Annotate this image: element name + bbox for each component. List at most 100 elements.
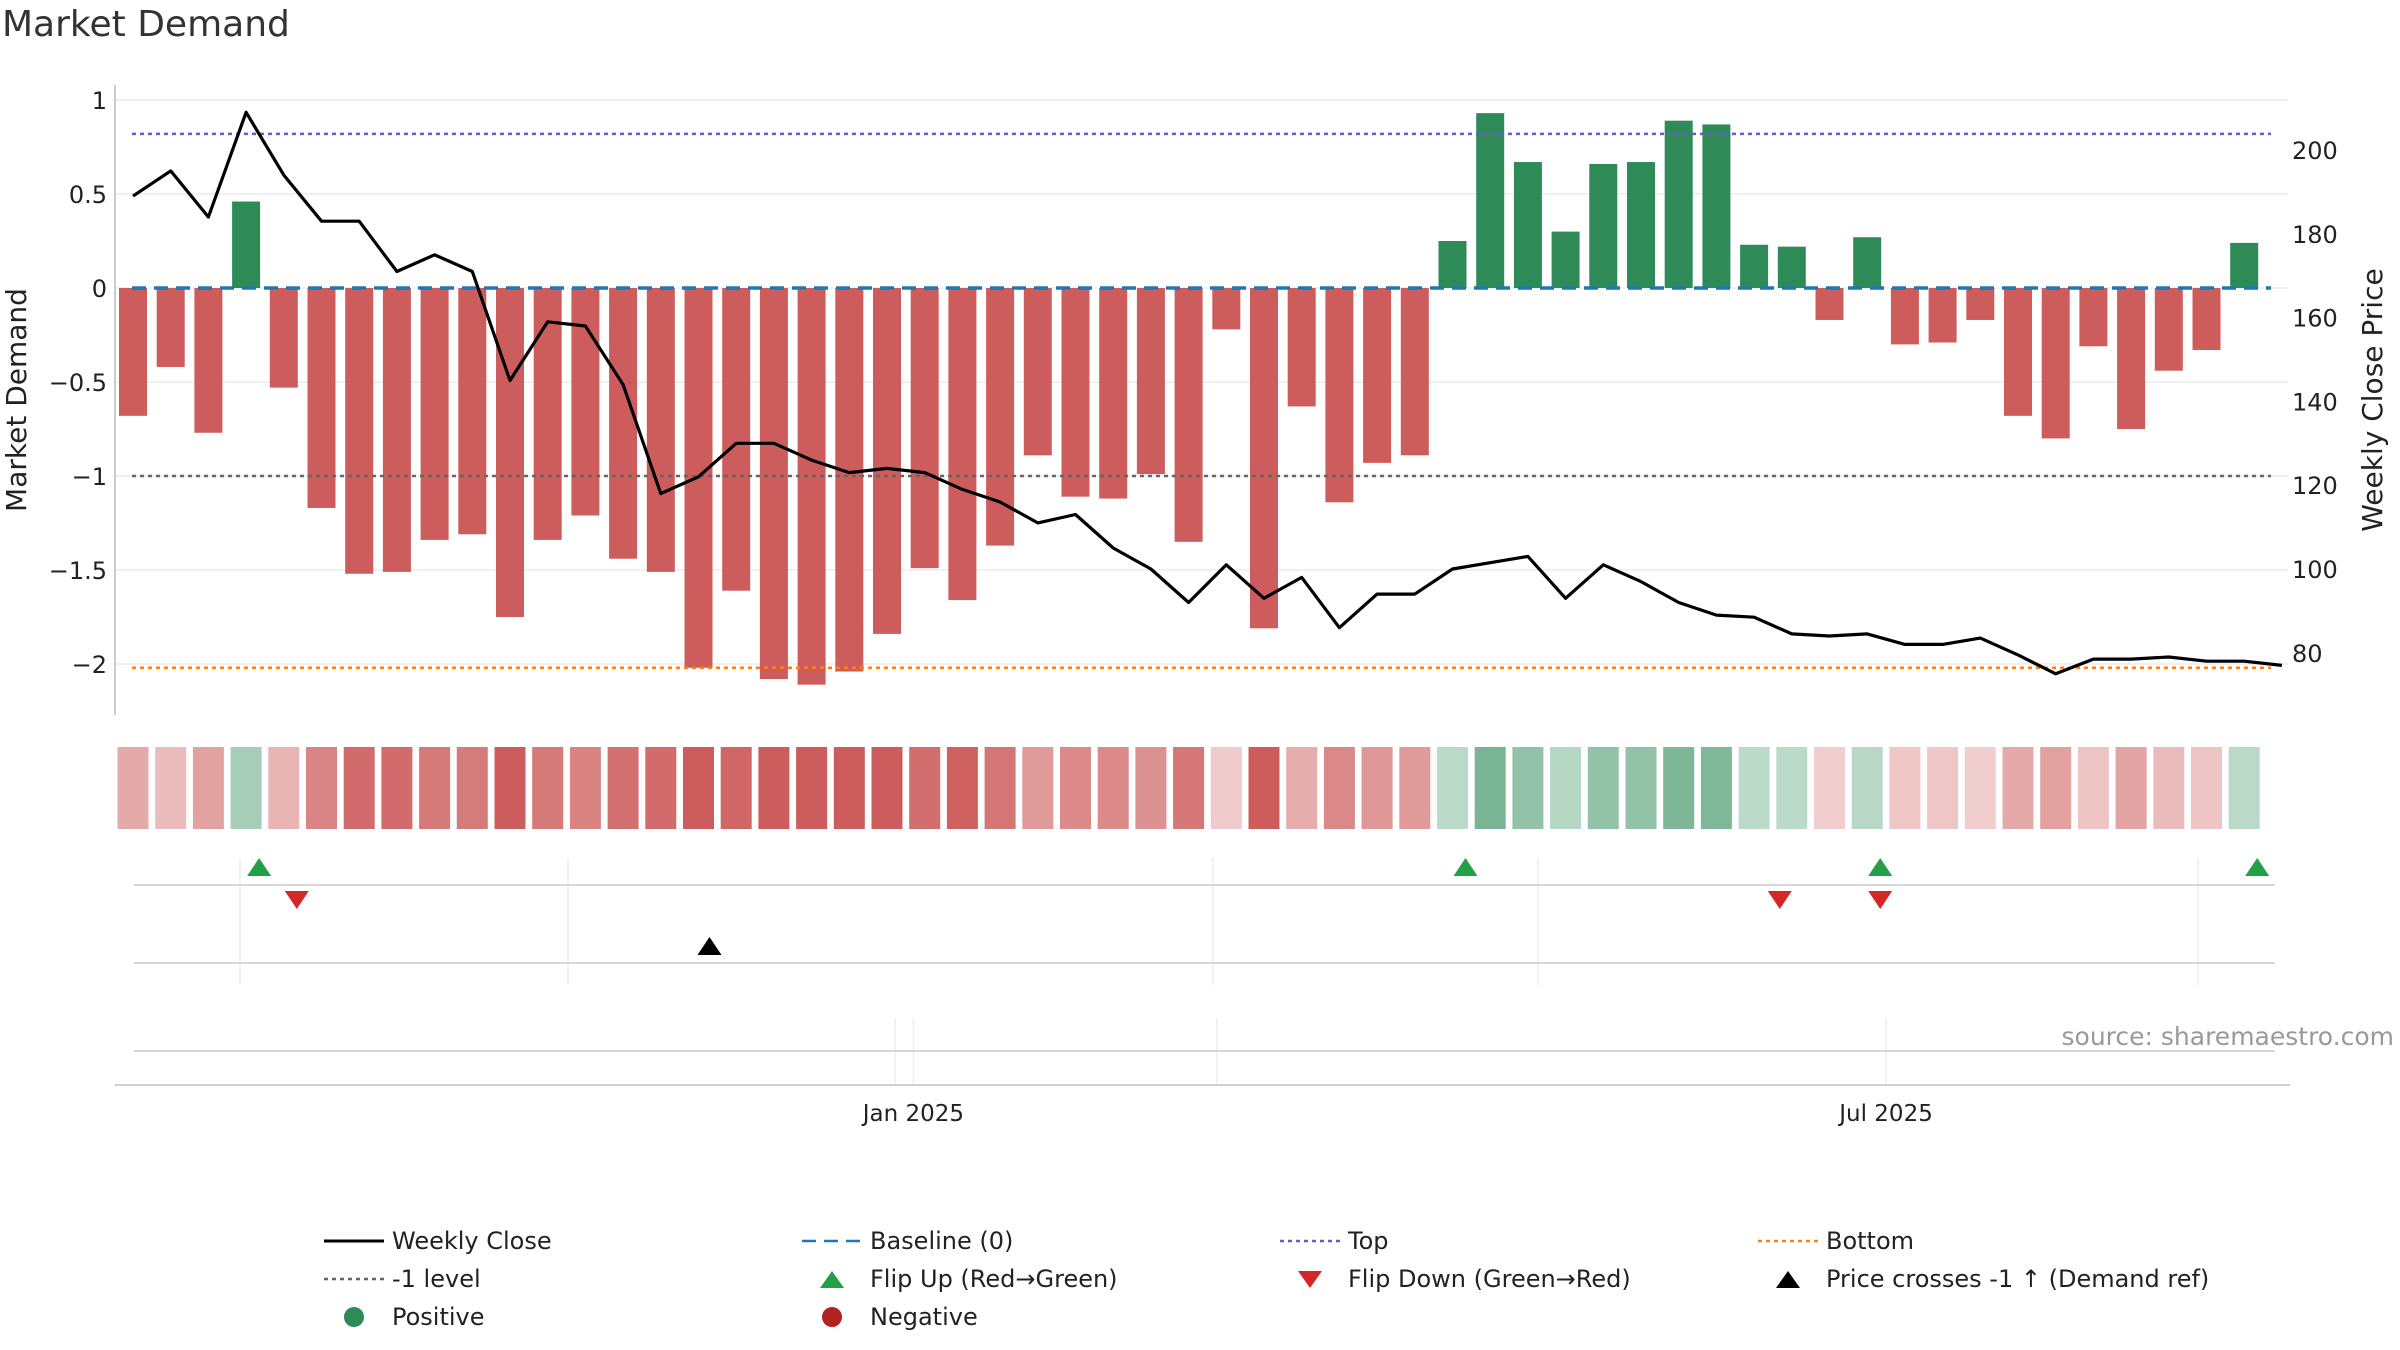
left-tick-label: −1.5 bbox=[49, 557, 107, 585]
demand-bar bbox=[609, 288, 638, 559]
heat-cell bbox=[1587, 747, 1619, 829]
heat-cell bbox=[1286, 747, 1318, 829]
heat-cell bbox=[155, 747, 187, 829]
legend-item: Positive bbox=[322, 1300, 485, 1334]
legend-symbol bbox=[1280, 1239, 1340, 1243]
legend-item: Flip Up (Red→Green) bbox=[800, 1262, 1118, 1296]
demand-bar bbox=[722, 288, 751, 591]
heat-cell bbox=[1248, 747, 1280, 829]
demand-bar bbox=[1023, 288, 1052, 456]
right-tick-label: 160 bbox=[2292, 305, 2338, 333]
signal-markers bbox=[115, 858, 2290, 1086]
heat-cell bbox=[1889, 747, 1921, 829]
demand-bar bbox=[1099, 288, 1128, 499]
x-tick-label: Jul 2025 bbox=[1837, 1101, 1933, 1127]
demand-bar bbox=[1928, 288, 1957, 343]
demand-bar bbox=[1740, 244, 1769, 288]
heat-cell bbox=[1738, 747, 1770, 829]
heat-cell bbox=[192, 747, 224, 829]
weekly-close-line bbox=[132, 110, 2283, 676]
heat-cell bbox=[1964, 747, 1996, 829]
demand-bar bbox=[1363, 288, 1392, 463]
heat-cell bbox=[909, 747, 941, 829]
heat-cell bbox=[607, 747, 639, 829]
demand-bar bbox=[1250, 288, 1278, 629]
left-tick-label: −1 bbox=[72, 463, 107, 491]
demand-bars bbox=[119, 113, 2259, 685]
legend-symbol bbox=[324, 1239, 384, 1243]
heat-cell bbox=[2153, 747, 2185, 829]
demand-bar bbox=[835, 288, 864, 672]
demand-bar bbox=[156, 288, 185, 367]
heat-cell bbox=[720, 747, 752, 829]
legend-label: Price crosses -1 ↑ (Demand ref) bbox=[1826, 1265, 2210, 1293]
demand-bar bbox=[2004, 288, 2032, 416]
chart-title: Market Demand bbox=[2, 4, 290, 45]
heat-cell bbox=[456, 747, 488, 829]
heat-cell bbox=[1323, 747, 1355, 829]
heat-cell bbox=[2115, 747, 2147, 829]
demand-bar bbox=[1476, 113, 1505, 288]
left-tick-label: −2 bbox=[72, 651, 107, 679]
legend-label: Negative bbox=[870, 1303, 978, 1331]
heat-cell bbox=[343, 747, 375, 829]
demand-bar bbox=[1513, 162, 1542, 288]
legend-symbol bbox=[324, 1277, 384, 1281]
source-note: source: sharemaestro.com bbox=[2061, 1022, 2395, 1051]
right-tick-label: 100 bbox=[2292, 556, 2338, 584]
left-tick-label: 0.5 bbox=[69, 181, 107, 209]
legend-label: Flip Up (Red→Green) bbox=[870, 1265, 1118, 1293]
demand-bar bbox=[2079, 288, 2108, 347]
market-demand-chart: 1 0.5 0 −0.5 −1 −1.5 −2 Market Demand 200 180 160 1… bbox=[0, 85, 2389, 1127]
heat-cell bbox=[1700, 747, 1732, 829]
right-tick-label: 200 bbox=[2292, 137, 2338, 165]
demand-bar bbox=[1853, 237, 1882, 288]
price-cross-marker bbox=[697, 937, 722, 955]
heat-cell bbox=[1361, 747, 1393, 829]
legend-symbol bbox=[802, 1239, 862, 1243]
demand-bar bbox=[1551, 231, 1580, 288]
right-tick-label: 180 bbox=[2292, 221, 2338, 249]
demand-bar bbox=[873, 288, 901, 634]
heat-cell bbox=[1474, 747, 1506, 829]
heat-cell bbox=[230, 747, 262, 829]
heat-cell bbox=[871, 747, 903, 829]
legend-symbol bbox=[820, 1271, 844, 1288]
legend-symbol bbox=[1298, 1271, 1322, 1288]
demand-bar bbox=[1287, 288, 1316, 407]
flip-down-marker bbox=[284, 891, 309, 909]
left-axis-label: Market Demand bbox=[0, 288, 33, 512]
heat-cell bbox=[2228, 747, 2260, 829]
demand-bar bbox=[533, 288, 562, 540]
demand-bar bbox=[2192, 288, 2221, 351]
x-tick-label: Jan 2025 bbox=[861, 1101, 964, 1127]
legend-item: Bottom bbox=[1756, 1224, 1914, 1258]
heat-cell bbox=[1022, 747, 1054, 829]
heat-cell bbox=[569, 747, 601, 829]
reference-lines bbox=[132, 132, 2271, 670]
right-tick-label: 80 bbox=[2292, 640, 2323, 668]
demand-bar bbox=[1174, 288, 1203, 542]
demand-bar bbox=[1627, 162, 1655, 288]
demand-bar bbox=[1815, 288, 1844, 320]
demand-bar bbox=[232, 201, 261, 288]
demand-bar bbox=[2230, 242, 2259, 288]
axes: 1 0.5 0 −0.5 −1 −1.5 −2 Market Demand 200 180 160 1… bbox=[0, 85, 2389, 1127]
left-tick-label: 0 bbox=[92, 275, 107, 303]
demand-bar bbox=[1702, 124, 1731, 288]
heat-cell bbox=[1776, 747, 1808, 829]
left-tick-label: 1 bbox=[92, 87, 107, 115]
demand-bar bbox=[1061, 288, 1090, 497]
heat-cell bbox=[268, 747, 300, 829]
heat-cell bbox=[984, 747, 1016, 829]
right-axis-label: Weekly Close Price bbox=[2356, 268, 2389, 531]
demand-bar bbox=[1777, 246, 1806, 288]
legend-label: Positive bbox=[392, 1303, 485, 1331]
heat-cell bbox=[532, 747, 564, 829]
heat-cell bbox=[2040, 747, 2072, 829]
legend-symbol bbox=[822, 1307, 842, 1327]
demand-bar bbox=[382, 288, 411, 572]
demand-bar bbox=[1589, 163, 1618, 288]
legend-item: -1 level bbox=[322, 1262, 481, 1296]
heat-cell bbox=[833, 747, 865, 829]
